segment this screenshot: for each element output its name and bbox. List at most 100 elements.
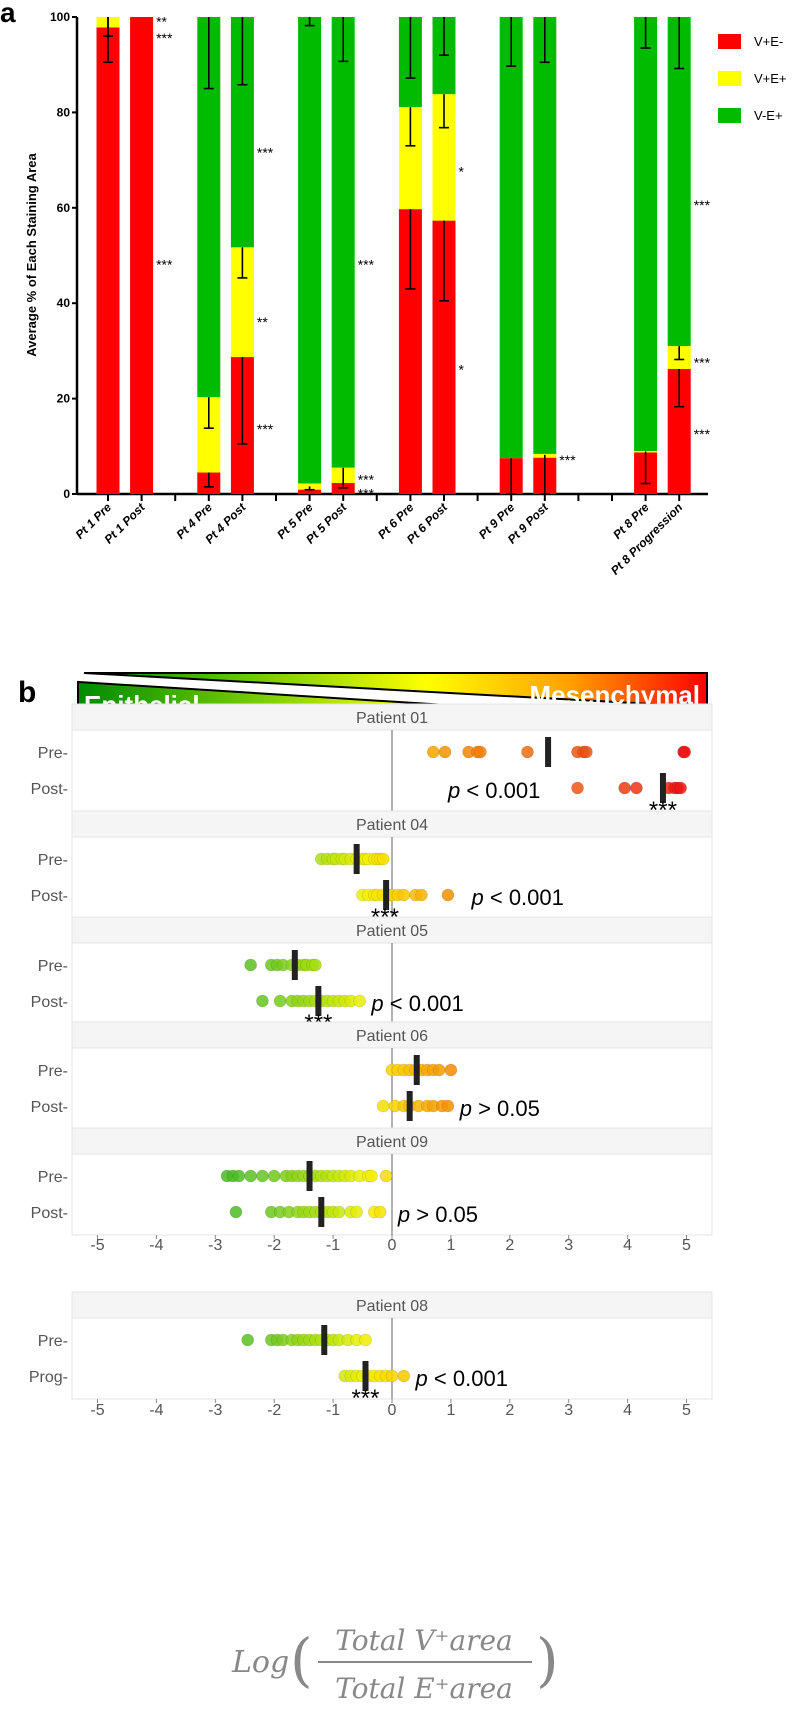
facet-title: Patient 01 <box>356 710 428 727</box>
panel-a-label: a <box>0 0 16 28</box>
bar-segment-v-plus-e-plus <box>398 107 422 210</box>
significance-stars: *** <box>257 145 274 161</box>
y-tick-label: 60 <box>57 201 71 215</box>
significance-stars: *** <box>156 257 173 273</box>
p-value-label: p < 0.001 <box>471 885 564 910</box>
data-point <box>438 745 452 759</box>
p-symbol: p <box>447 778 460 803</box>
row-label: Prog- <box>29 1369 68 1386</box>
legend-swatch <box>718 71 741 86</box>
bar-segment-v-e-plus <box>499 17 523 459</box>
data-point <box>397 1369 411 1383</box>
row-label: Post- <box>31 994 68 1011</box>
row-label: Pre- <box>38 1063 68 1080</box>
row-label: Post- <box>31 781 68 798</box>
p-symbol: p <box>415 1366 428 1391</box>
legend-label: V-E+ <box>754 108 783 123</box>
row-label: Post- <box>31 1099 68 1116</box>
p-threshold: < 0.001 <box>484 885 564 910</box>
row-label: Pre- <box>38 852 68 869</box>
banner-mesenchymal-wedge <box>83 672 708 709</box>
bar-segment-v-e-plus <box>197 17 221 398</box>
x-tick-label: 5 <box>682 1237 691 1254</box>
data-point <box>579 745 593 759</box>
x-tick-label: -1 <box>326 1402 340 1419</box>
bar-segment-v-e-plus <box>533 17 557 454</box>
bar-segment-v-plus-e-plus <box>230 247 254 358</box>
x-tick-label: -2 <box>267 1237 281 1254</box>
bar-segment-v-plus-e-minus <box>667 369 691 494</box>
bar-segment-v-plus-e-minus <box>96 27 120 495</box>
x-tick-label: 4 <box>623 1402 632 1419</box>
x-tick-label: -5 <box>90 1402 104 1419</box>
row-label: Pre- <box>38 1333 68 1350</box>
p-symbol: p <box>459 1096 472 1121</box>
x-tick-label: 2 <box>505 1402 514 1419</box>
x-tick-label: 0 <box>388 1237 397 1254</box>
p-value-label: p < 0.001 <box>370 991 463 1016</box>
x-tick-label: -1 <box>326 1237 340 1254</box>
formula-denominator: Total E⁺area <box>335 1672 513 1705</box>
mean-marker <box>362 1361 369 1391</box>
data-point <box>444 1063 458 1077</box>
x-tick-label: 0 <box>388 1402 397 1419</box>
x-axis-formula: Log ( Total V⁺area Total E⁺area ) <box>231 1624 559 1705</box>
x-tick-label: -3 <box>208 1237 222 1254</box>
legend: V+E- V+E+ V-E+ <box>718 34 787 123</box>
legend-swatch <box>718 34 741 49</box>
x-tick-label: 1 <box>446 1237 455 1254</box>
data-point <box>359 1333 372 1347</box>
data-point <box>678 745 692 759</box>
x-tick-label: -4 <box>149 1237 163 1254</box>
p-symbol: p <box>370 991 383 1016</box>
data-point <box>441 1099 455 1113</box>
bar-segment-v-plus-e-plus <box>197 397 221 473</box>
p-value-label: p < 0.001 <box>415 1366 508 1391</box>
data-point <box>473 745 487 759</box>
p-threshold: > 0.05 <box>472 1096 540 1121</box>
data-point <box>415 888 428 902</box>
bar-segment-v-plus-e-minus <box>298 489 322 494</box>
data-point <box>244 1169 258 1183</box>
y-tick-label: 100 <box>50 10 70 24</box>
data-point <box>376 852 390 866</box>
data-point <box>426 745 440 759</box>
facet-title: Patient 09 <box>356 1134 428 1151</box>
legend-label: V+E+ <box>754 71 787 86</box>
x-tick-label: 4 <box>623 1237 632 1254</box>
data-point <box>397 888 411 902</box>
facet-strip <box>71 1291 713 1319</box>
p-threshold: < 0.001 <box>460 778 540 803</box>
data-point <box>353 994 367 1008</box>
data-point <box>521 745 534 759</box>
mean-marker <box>321 1325 328 1355</box>
significance-stars: *** <box>358 471 375 487</box>
legend-label: V+E- <box>754 34 783 49</box>
facet-title: Patient 04 <box>356 817 428 834</box>
x-tick-label: 1 <box>446 1402 455 1419</box>
facet-title: Patient 05 <box>356 923 428 940</box>
row-label: Pre- <box>38 958 68 975</box>
facet-title: Patient 08 <box>356 1298 428 1315</box>
p-threshold: < 0.001 <box>384 991 464 1016</box>
x-tick-label: -3 <box>208 1402 222 1419</box>
significance-stars: *** <box>257 421 274 437</box>
bar-segment-v-e-plus <box>634 17 658 452</box>
panel-b-dot-plots: Patient 01 Pre- Post-p < 0.001 *** Patient 0… <box>29 703 713 1419</box>
mean-marker <box>413 1055 420 1085</box>
mean-marker <box>353 844 360 874</box>
p-value-label: p > 0.05 <box>459 1096 540 1121</box>
facet-strip <box>71 810 713 838</box>
significance-stars: *** <box>694 197 711 213</box>
significance-stars: *** <box>358 486 375 502</box>
x-tick-label: 3 <box>564 1402 573 1419</box>
bar-segment-v-e-plus <box>298 17 322 484</box>
formula-numerator: Total V⁺area <box>335 1624 513 1657</box>
mean-marker <box>306 1161 313 1191</box>
x-tick-label: -2 <box>267 1402 281 1419</box>
mean-marker <box>318 1197 325 1227</box>
data-point <box>630 781 643 795</box>
data-point <box>332 1205 346 1219</box>
